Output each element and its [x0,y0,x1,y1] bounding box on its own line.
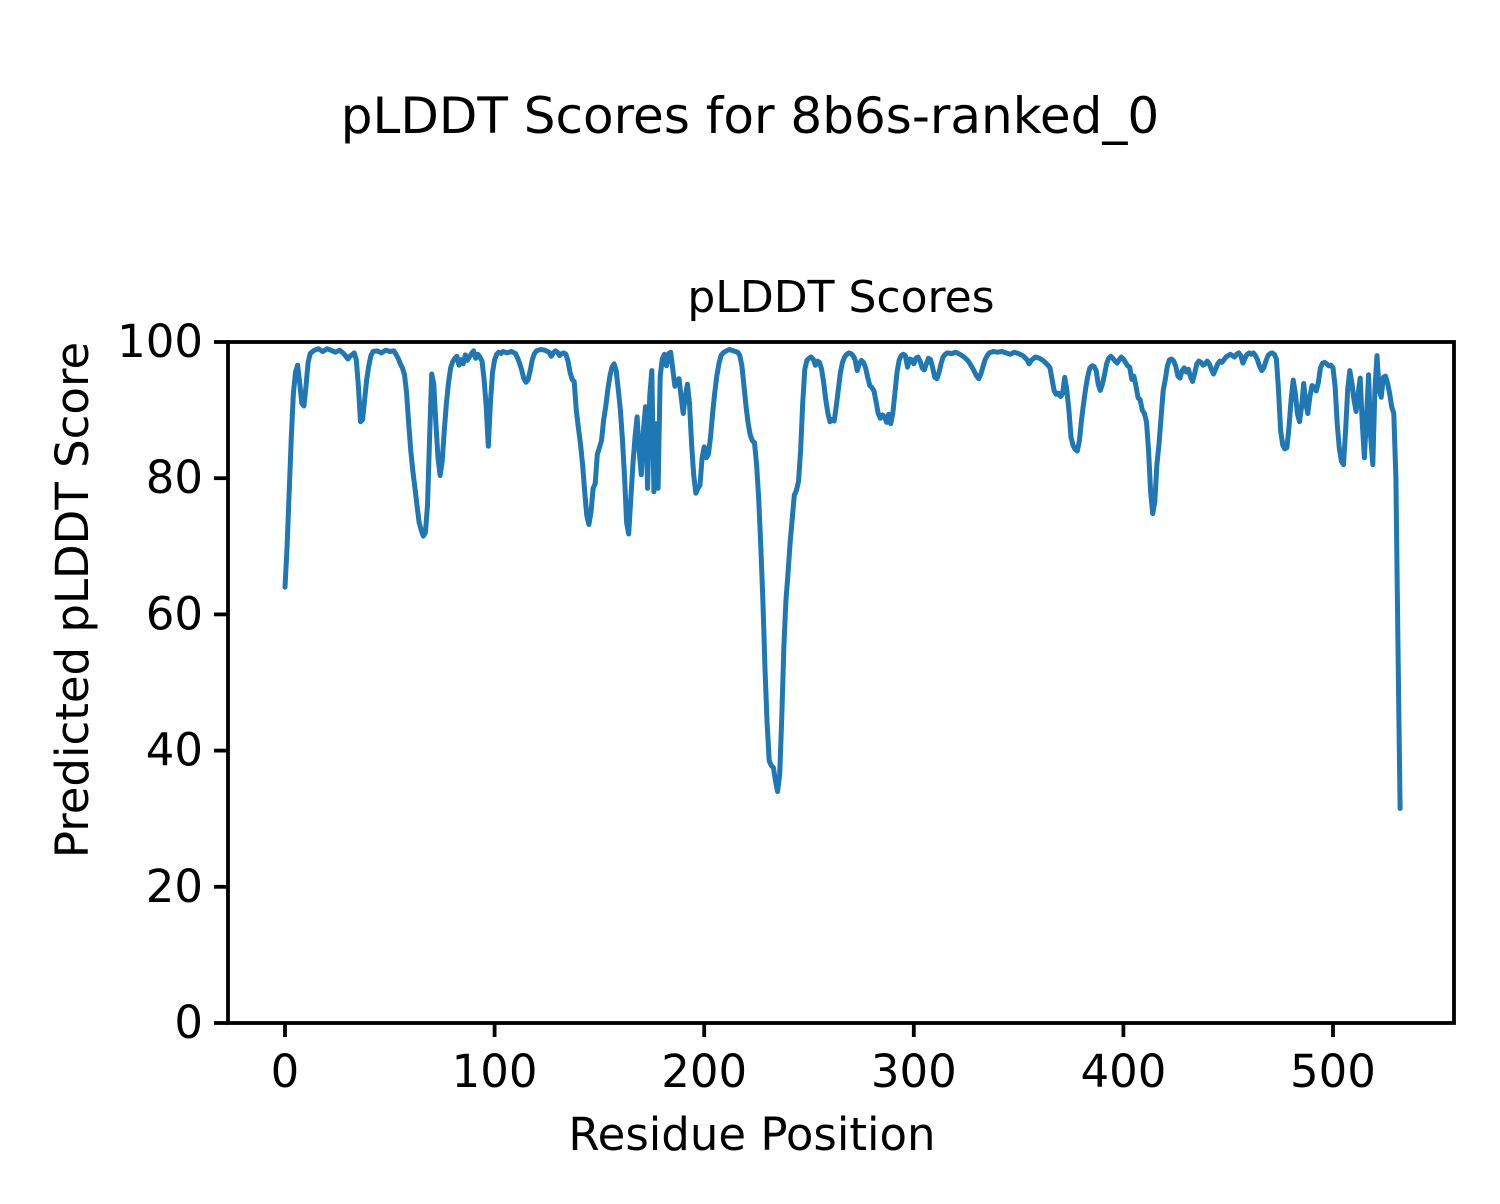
x-axis-ticks [283,1023,1335,1037]
x-tick-label: 100 [452,1045,538,1098]
y-tick-label: 0 [174,996,203,1049]
y-axis-tick-labels: 0 20 40 60 80 100 [117,315,203,1049]
axes-title: pLDDT Scores [687,272,994,323]
y-axis-label: Predicted pLDDT Score [46,342,99,858]
x-tick-label: 200 [661,1045,747,1098]
x-tick-label: 400 [1080,1045,1166,1098]
x-tick-label: 300 [871,1045,957,1098]
y-tick-label: 40 [146,724,203,777]
y-tick-label: 20 [146,860,203,913]
x-axis-label: Residue Position [568,1108,935,1161]
y-tick-label: 100 [117,315,203,368]
x-tick-label: 500 [1290,1045,1376,1098]
plddt-line-series [282,346,1403,811]
figure-suptitle: pLDDT Scores for 8b6s-ranked_0 [341,87,1159,145]
x-axis-tick-labels: 0 100 200 300 400 500 [271,1045,1376,1098]
x-tick-label: 0 [271,1045,300,1098]
plot-border [226,340,1456,1025]
y-tick-label: 60 [146,587,203,640]
y-axis-ticks [214,340,228,1025]
y-tick-label: 80 [146,451,203,504]
